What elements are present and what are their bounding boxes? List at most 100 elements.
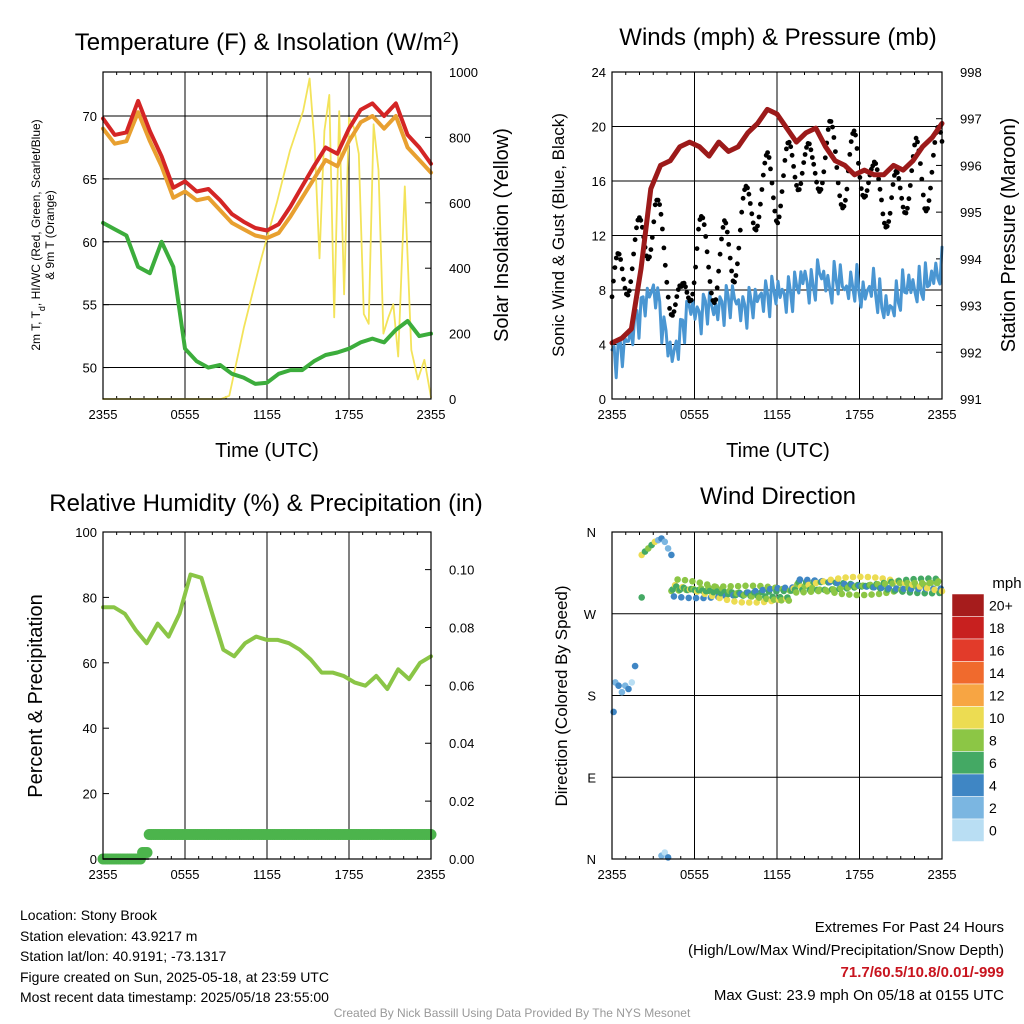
colorbar-label: 0 <box>989 822 997 838</box>
gust-point <box>894 170 900 176</box>
gust-point <box>772 208 778 214</box>
wind-xtick-label: 1155 <box>763 407 791 422</box>
direction-point <box>931 586 938 594</box>
humidity-plot-frame <box>102 531 432 860</box>
gust-point <box>919 176 925 182</box>
direction-xtick-label: 1755 <box>845 867 874 882</box>
direction-point <box>820 578 827 585</box>
gust-point <box>657 202 662 208</box>
direction-point <box>774 584 781 592</box>
gust-point <box>732 279 737 285</box>
gust-point <box>776 214 782 220</box>
direction-point <box>785 597 793 604</box>
direction-point <box>842 574 849 581</box>
direction-point <box>770 596 778 603</box>
direction-point <box>745 599 753 606</box>
gust-point <box>674 294 680 299</box>
direction-point <box>872 574 879 581</box>
temperature-ytick-label: 50 <box>83 361 97 376</box>
gust-point <box>709 290 714 296</box>
wind-y2tick-label: 997 <box>960 112 982 127</box>
colorbar-label: 4 <box>989 777 997 793</box>
gust-point <box>762 160 768 166</box>
wind-y2tick-label: 992 <box>960 345 982 360</box>
direction-point <box>731 598 738 605</box>
direction-point <box>885 585 893 592</box>
max-gust: Max Gust: 23.9 mph On 05/18 at 0155 UTC <box>713 986 1004 1004</box>
direction-xtick-label: 2355 <box>928 867 957 882</box>
temperature-title: Temperature (F) & Insolation (W/m2) <box>75 29 459 57</box>
direction-xtick-label: 2355 <box>598 867 627 882</box>
direction-point <box>610 708 617 716</box>
wind-title: Winds (mph) & Pressure (mb) <box>619 24 936 51</box>
temperature-ytick-label: 60 <box>83 235 97 250</box>
gust-point <box>915 139 920 145</box>
wind-ytick-label: 20 <box>592 120 606 135</box>
humidity-ytick-label: 80 <box>83 590 97 605</box>
humidity-line <box>101 572 433 691</box>
colorbar-swatch <box>951 638 985 662</box>
temperature-panel: Temperature (F) & Insolation (W/m2) 2m T… <box>29 29 513 463</box>
gust-point <box>781 173 786 179</box>
colorbar-label: 20+ <box>989 597 1013 613</box>
gust-point <box>769 180 775 186</box>
gust-point <box>750 220 756 226</box>
gust-point <box>753 227 759 233</box>
temperature-ytick-label: 55 <box>83 298 97 313</box>
humidity-y2tick-label: 0.04 <box>449 736 474 751</box>
gust-point <box>704 249 710 255</box>
wind-ytick-label: 4 <box>599 338 606 353</box>
temperature-ylabel-line2: & 9m T (Orange) <box>43 190 57 280</box>
colorbar-label: 10 <box>989 710 1005 726</box>
direction-point <box>696 579 704 586</box>
gust-point <box>905 205 910 211</box>
gust-point <box>649 235 655 240</box>
gust-point <box>681 280 687 286</box>
direction-point <box>738 599 746 606</box>
gust-point <box>858 186 864 192</box>
gust-point <box>825 127 831 132</box>
gust-point <box>696 226 701 232</box>
temperature-y2label: Solar Insolation (Yellow) <box>491 128 513 342</box>
gust-point <box>857 175 863 180</box>
direction-point <box>831 589 838 596</box>
wind-ytick-label: 16 <box>592 174 606 189</box>
direction-point <box>752 587 759 595</box>
wind-ytick-label: 24 <box>592 65 606 80</box>
direction-point <box>615 682 622 689</box>
gust-point <box>890 182 896 187</box>
gust-point <box>789 152 795 158</box>
gust-point <box>690 291 696 297</box>
direction-point <box>796 576 804 583</box>
direction-point <box>857 573 864 581</box>
gust-point <box>717 251 723 257</box>
temperature-ytick-label: 65 <box>83 172 97 187</box>
gust-point <box>719 236 724 242</box>
gust-point <box>749 211 755 217</box>
direction-ytick-label: W <box>584 607 597 622</box>
gust-point <box>724 229 730 235</box>
gust-point <box>693 264 698 270</box>
gust-point <box>655 197 661 203</box>
direction-point <box>864 573 872 581</box>
gust-point <box>622 285 628 291</box>
gust-point <box>771 195 776 201</box>
temperature-y2tick-label: 600 <box>449 196 471 211</box>
direction-point <box>868 591 875 598</box>
gust-point <box>723 220 729 226</box>
gust-point <box>683 284 688 290</box>
figure-created: Figure created on Sun, 2025-05-18, at 23… <box>20 968 329 985</box>
gust-point <box>802 152 808 157</box>
wind-ytick-label: 8 <box>599 283 606 298</box>
gust-point <box>673 302 678 308</box>
temperature-ylabel-line1: 2m T, Td, HI/WC (Red, Green, Scarlet/Blu… <box>29 119 47 350</box>
direction-point <box>727 583 734 590</box>
temperature-xlabel: Time (UTC) <box>215 440 319 462</box>
gust-point <box>837 193 843 199</box>
colorbar-swatch <box>951 796 985 820</box>
direction-point <box>792 589 800 596</box>
direction-point <box>720 583 727 590</box>
gust-point <box>830 124 835 130</box>
humidity-y2tick-label: 0.00 <box>449 852 474 867</box>
direction-point <box>625 685 632 693</box>
